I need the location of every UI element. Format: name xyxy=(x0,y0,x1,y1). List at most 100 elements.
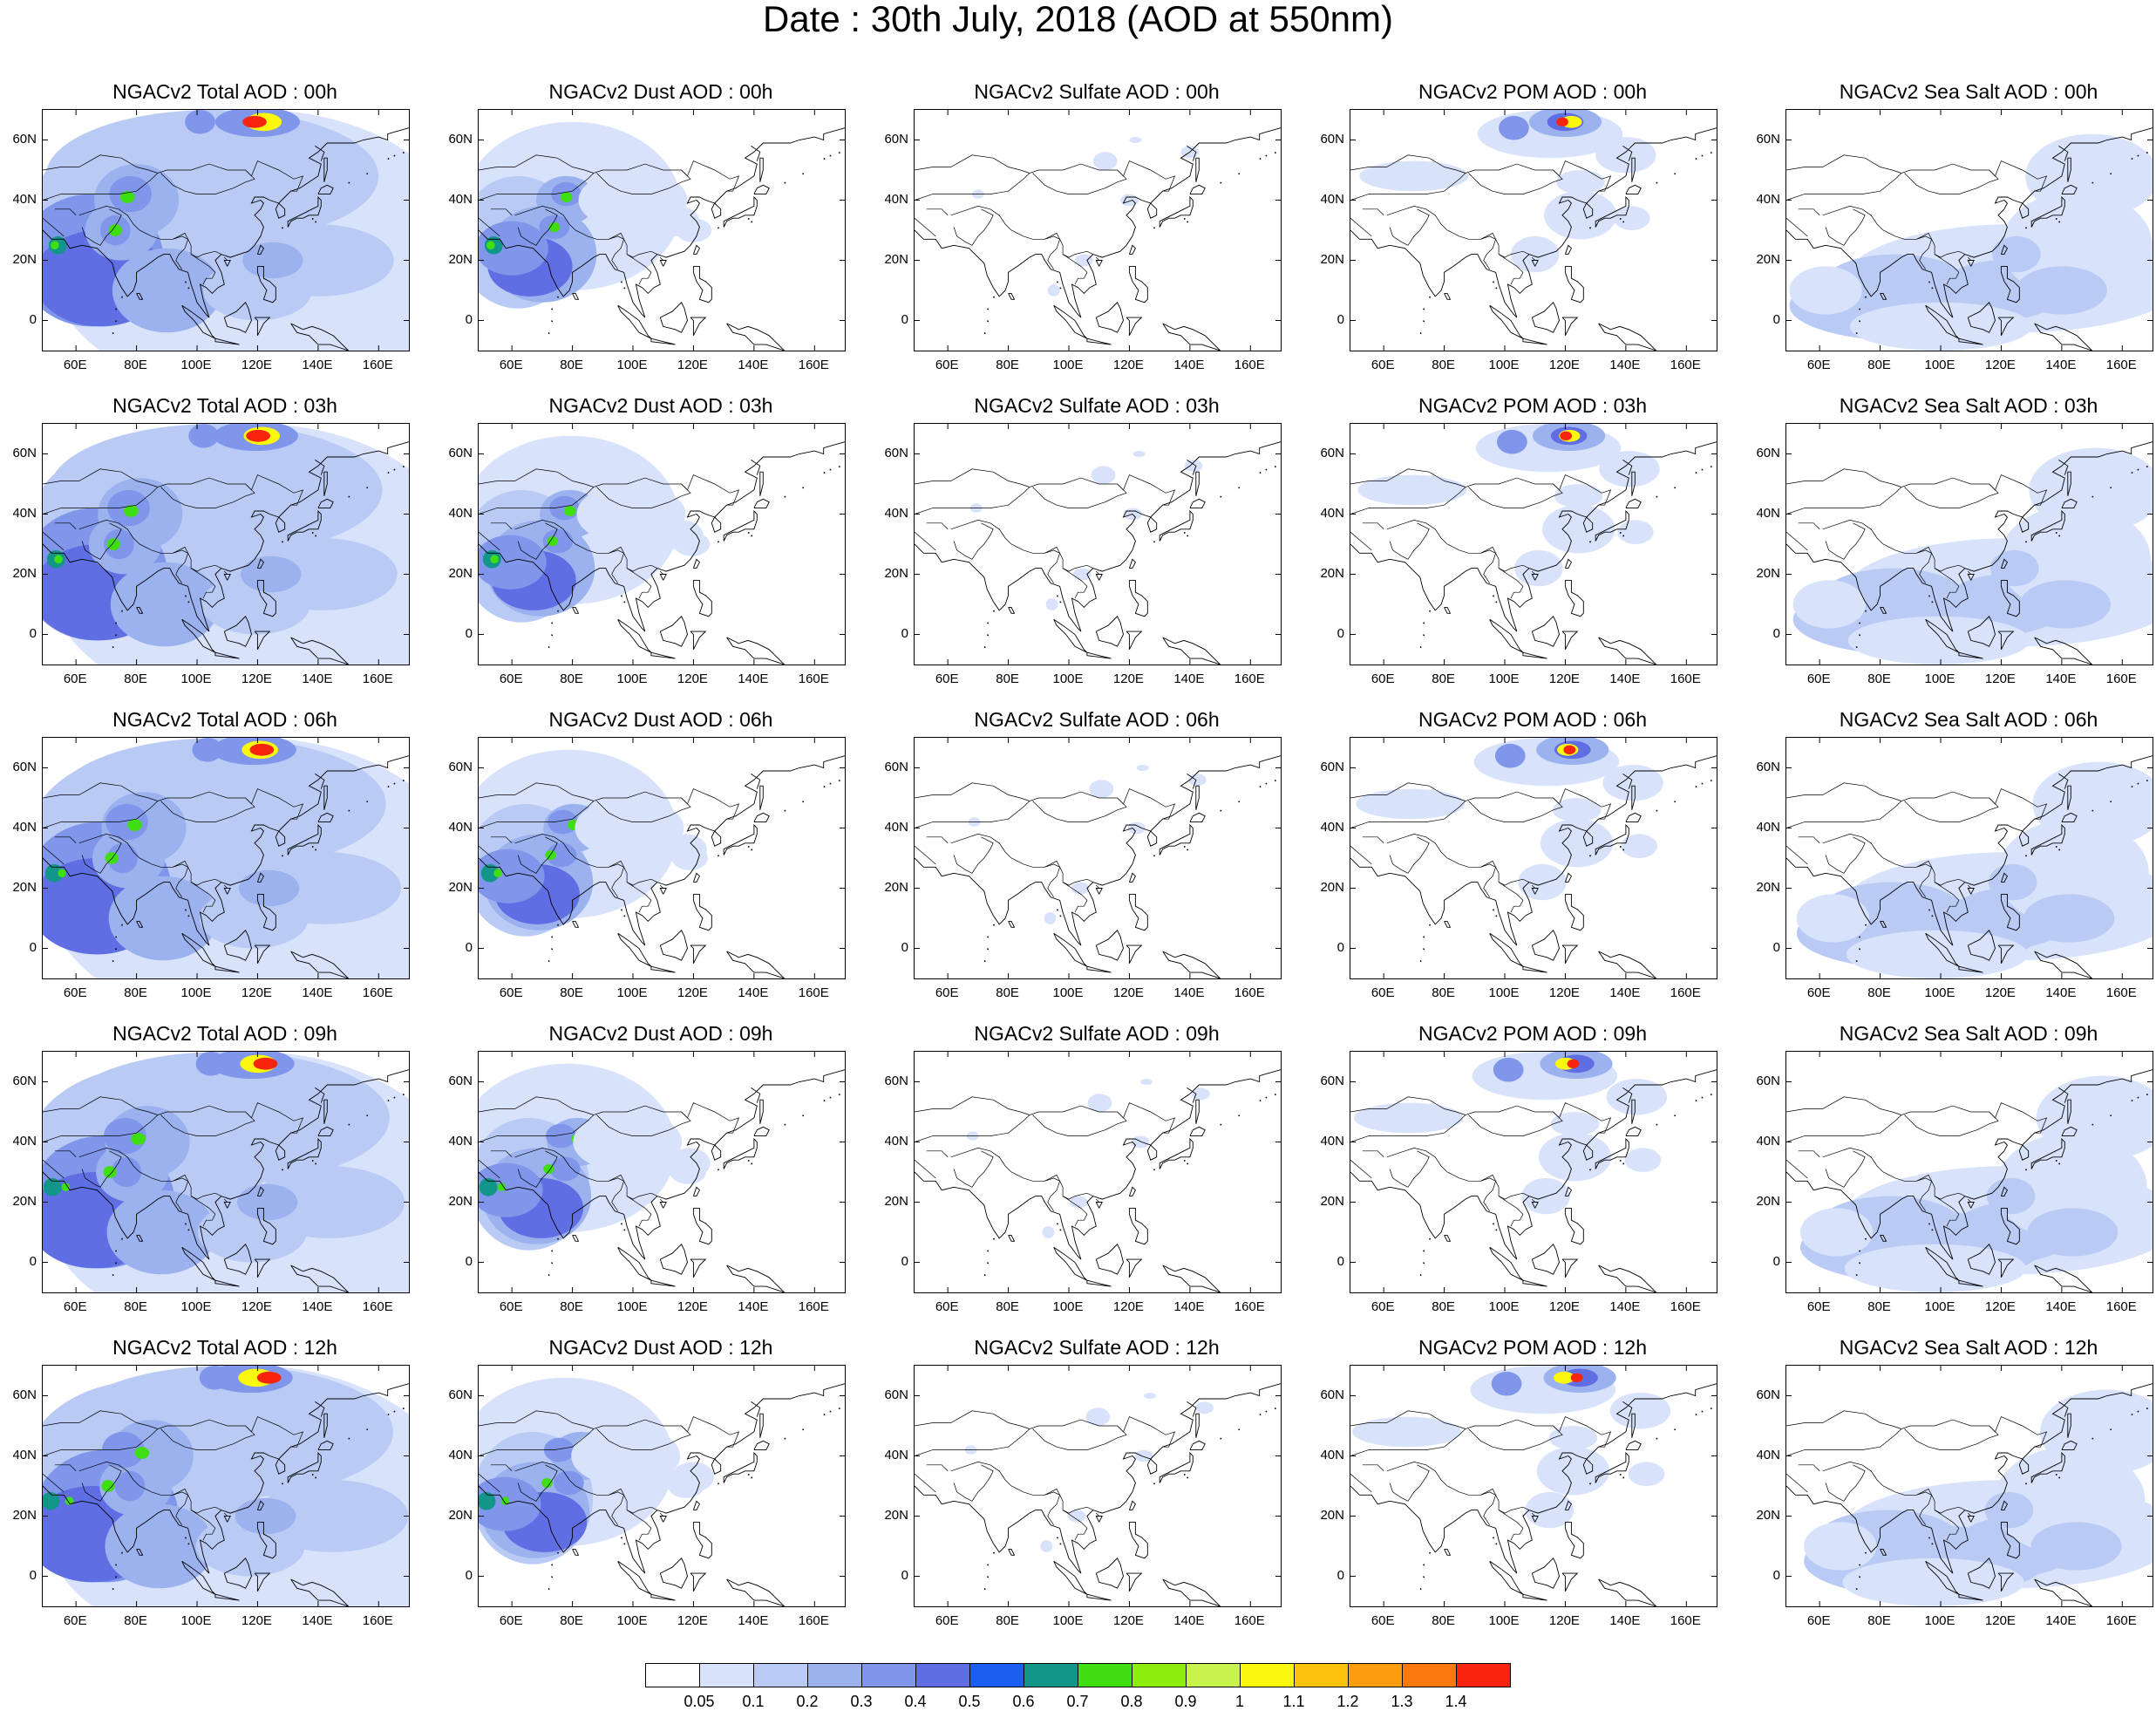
country-border xyxy=(1786,154,1902,174)
country-border xyxy=(660,1512,663,1517)
lat-tick-label: 40N xyxy=(448,505,473,521)
colorbar-box xyxy=(1456,1663,1511,1687)
country-border xyxy=(1786,845,1808,865)
island-dot xyxy=(747,1160,750,1162)
country-border xyxy=(43,474,304,515)
coastline xyxy=(1967,260,1975,267)
lat-tick-label: 60N xyxy=(448,131,473,147)
tick-marks xyxy=(479,110,845,351)
lon-tick-label: 140E xyxy=(738,1613,769,1628)
island-dot xyxy=(112,332,114,334)
country-border xyxy=(1498,882,1524,913)
lon-tick-label: 100E xyxy=(1052,671,1084,686)
aod-cell xyxy=(1992,235,2041,273)
island-dot xyxy=(1429,296,1431,298)
island-dot xyxy=(802,487,805,489)
island-dot xyxy=(1275,466,1276,467)
country-border xyxy=(1389,522,1430,560)
aod-cell xyxy=(1796,894,1870,943)
aod-cell xyxy=(1847,616,2030,665)
island-dot xyxy=(623,1229,626,1231)
aod-cell xyxy=(1136,765,1149,771)
country-border xyxy=(915,217,936,237)
coastline xyxy=(1880,1234,1887,1242)
lat-tick-label: 20N xyxy=(1756,879,1780,895)
coastline xyxy=(1128,1521,1148,1559)
coastline xyxy=(1531,616,1560,647)
country-border xyxy=(514,520,657,572)
coastline xyxy=(1625,1126,1642,1137)
aod-cell xyxy=(2019,580,2112,629)
aod-map xyxy=(43,1052,409,1292)
aod-cell xyxy=(188,424,220,448)
island-dot xyxy=(2146,780,2148,781)
lon-tick-label: 160E xyxy=(362,358,393,372)
coastline xyxy=(2030,1451,2065,1483)
aod-cell xyxy=(105,852,119,864)
country-border xyxy=(1934,568,1960,599)
lon-tick-label: 80E xyxy=(560,985,583,1000)
lat-tick-label: 60N xyxy=(448,1387,473,1402)
coastline xyxy=(1564,1186,1572,1197)
tick-marks xyxy=(1786,1366,2153,1606)
aod-cell xyxy=(673,532,711,556)
country-border xyxy=(514,1462,657,1514)
coastline xyxy=(1053,304,1088,339)
island-dot xyxy=(1865,610,1867,612)
lon-tick-label: 80E xyxy=(124,1299,147,1314)
aod-cell xyxy=(1357,474,1467,506)
country-border xyxy=(1916,549,1933,583)
coastline xyxy=(572,1234,580,1242)
lon-tick-label: 140E xyxy=(738,985,769,1000)
island-dot xyxy=(1493,909,1494,911)
country-border xyxy=(1362,1150,1384,1158)
lat-tick-label: 0 xyxy=(465,311,473,327)
lat-tick-label: 40N xyxy=(1756,819,1780,835)
panel-title: NGACv2 Sea Salt AOD : 00h xyxy=(1839,80,2098,103)
map-panel-sulfate: NGACv2 Sulfate AOD : 00h 60N 40N 20N 0 60E 80E… xyxy=(868,80,1304,377)
aod-cell xyxy=(1494,743,1526,768)
coastline xyxy=(2030,195,2065,228)
coastline xyxy=(659,930,688,961)
island-dot xyxy=(2055,1160,2057,1162)
island-dot xyxy=(557,1237,559,1240)
country-border xyxy=(54,522,77,530)
island-dot xyxy=(747,846,750,848)
island-dot xyxy=(551,936,553,938)
lon-tick-label: 80E xyxy=(1432,985,1455,1000)
coastline xyxy=(1625,498,1642,509)
country-border xyxy=(1934,254,1960,285)
island-dot xyxy=(282,541,283,543)
island-dot xyxy=(802,1428,805,1431)
aod-cell xyxy=(2025,133,2153,219)
aod-cell xyxy=(1493,1057,1524,1082)
island-dot xyxy=(387,472,390,474)
lon-tick-label: 100E xyxy=(1924,358,1955,372)
island-dot xyxy=(2131,158,2133,160)
lat-tick-label: 0 xyxy=(1772,939,1780,955)
lon-tick-label: 60E xyxy=(935,358,959,372)
coastline xyxy=(1564,265,1584,303)
island-dot xyxy=(403,152,405,153)
lat-tick-label: 0 xyxy=(1336,625,1344,641)
coastline xyxy=(1489,618,1524,653)
country-border xyxy=(490,836,513,844)
island-dot xyxy=(1859,622,1860,624)
island-dot xyxy=(1187,221,1188,223)
lon-tick-label: 120E xyxy=(677,1299,708,1314)
island-dot xyxy=(1493,1537,1494,1539)
country-border xyxy=(1480,549,1497,583)
coastline xyxy=(1958,965,1983,973)
island-dot xyxy=(751,221,752,223)
aod-cell xyxy=(1089,780,1114,798)
lon-tick-label: 160E xyxy=(798,1613,829,1628)
lat-tick-label: 60N xyxy=(884,1073,908,1088)
coastline xyxy=(692,1521,712,1559)
country-border xyxy=(54,208,77,216)
coastline xyxy=(1489,932,1524,967)
island-dot xyxy=(623,1543,626,1545)
island-dot xyxy=(2091,1123,2094,1126)
aod-cell xyxy=(249,743,275,756)
island-dots xyxy=(112,1408,405,1590)
island-dot xyxy=(621,909,622,911)
